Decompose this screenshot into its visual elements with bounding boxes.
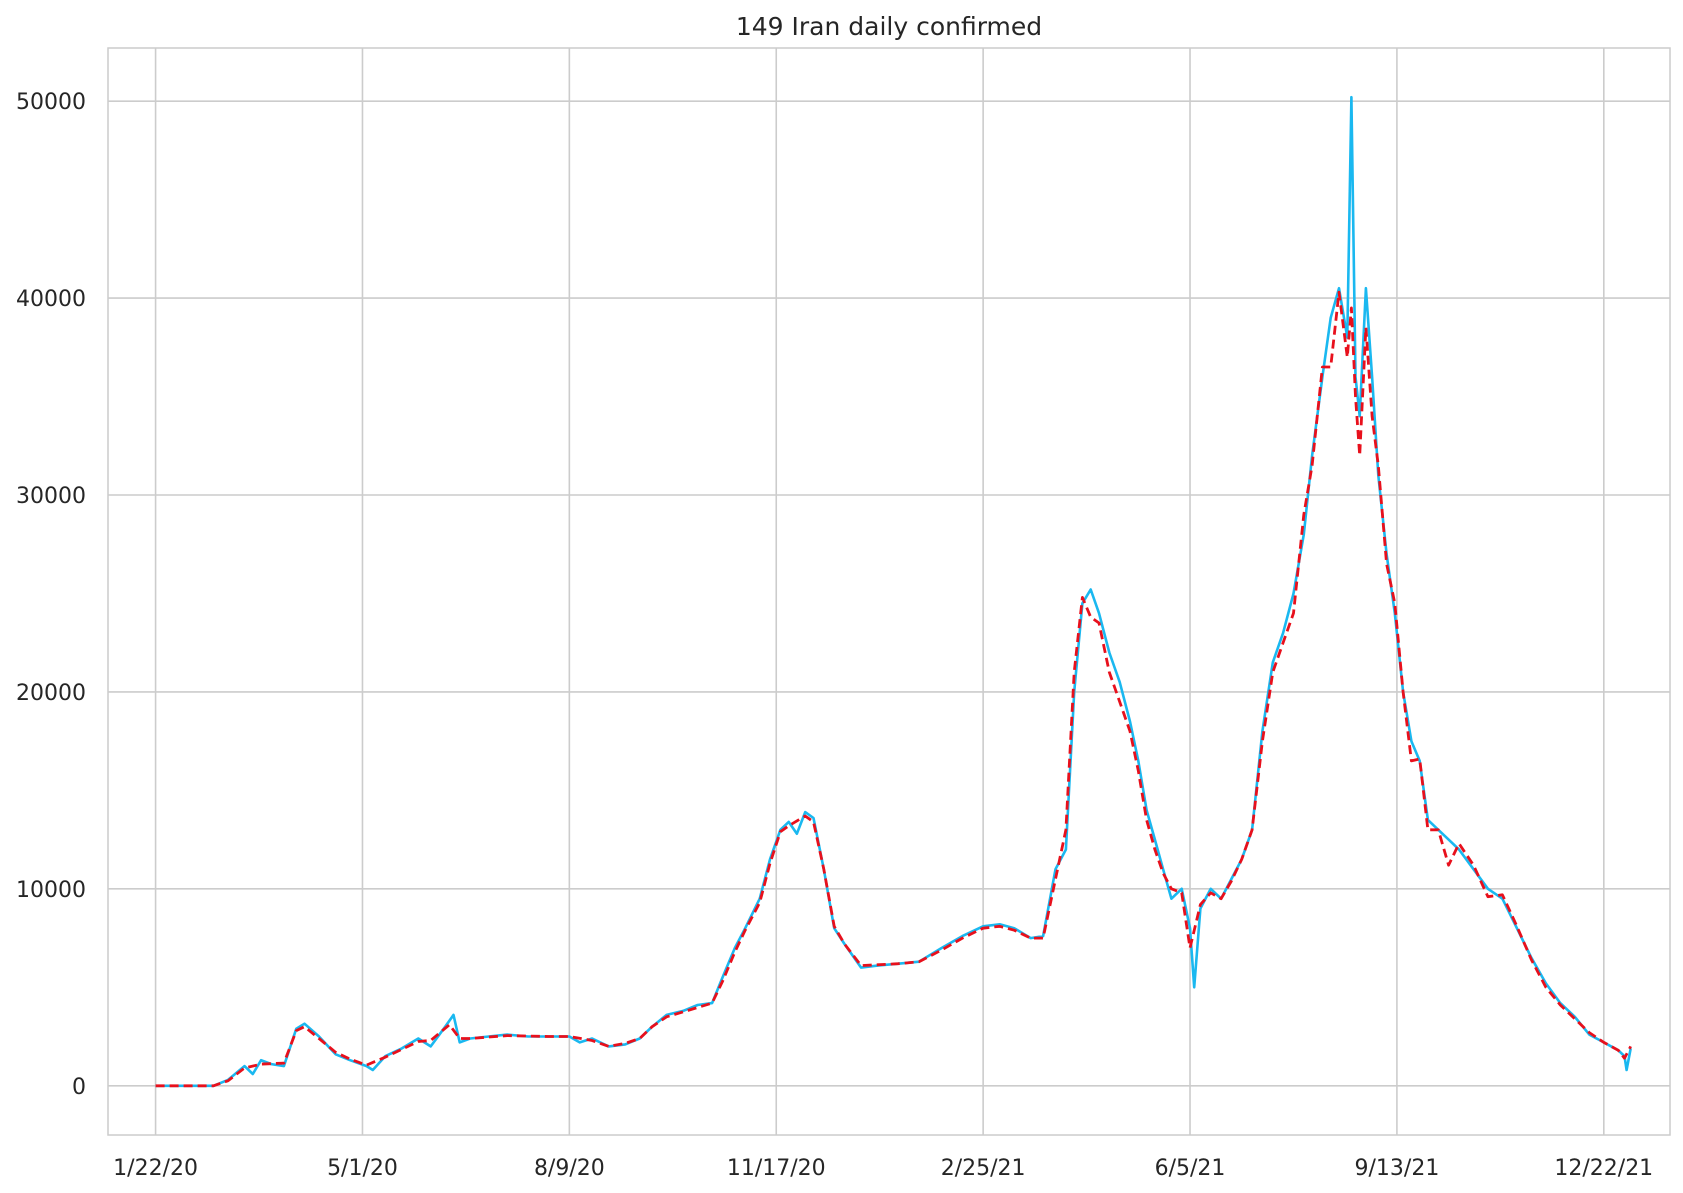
x-tick-label: 6/5/21 <box>1155 1156 1226 1181</box>
y-tick-label: 20000 <box>16 681 86 706</box>
y-tick-label: 30000 <box>16 484 86 509</box>
plot-frame <box>107 47 1671 1136</box>
x-tick-label: 5/1/20 <box>327 1156 398 1181</box>
x-tick-label: 2/25/21 <box>941 1156 1026 1181</box>
x-tick-label: 9/13/21 <box>1355 1156 1440 1181</box>
y-tick-label: 0 <box>72 1075 86 1100</box>
y-tick-label: 10000 <box>16 878 86 903</box>
series-group <box>155 95 1632 1088</box>
grid <box>108 48 1670 1135</box>
y-tick-label: 50000 <box>16 90 86 115</box>
x-axis-ticks: 1/22/20 5/1/20 8/9/20 11/17/20 2/25/21 6/5/21… <box>113 1156 1653 1181</box>
y-axis-ticks: 0 10000 20000 30000 40000 50000 <box>16 90 86 1100</box>
x-tick-label: 11/17/20 <box>727 1156 826 1181</box>
x-tick-label: 12/22/21 <box>1554 1156 1653 1181</box>
x-tick-label: 8/9/20 <box>534 1156 605 1181</box>
chart-title: 149 Iran daily confirmed <box>736 12 1042 41</box>
x-tick-label: 1/22/20 <box>113 1156 198 1181</box>
y-tick-label: 40000 <box>16 287 86 312</box>
